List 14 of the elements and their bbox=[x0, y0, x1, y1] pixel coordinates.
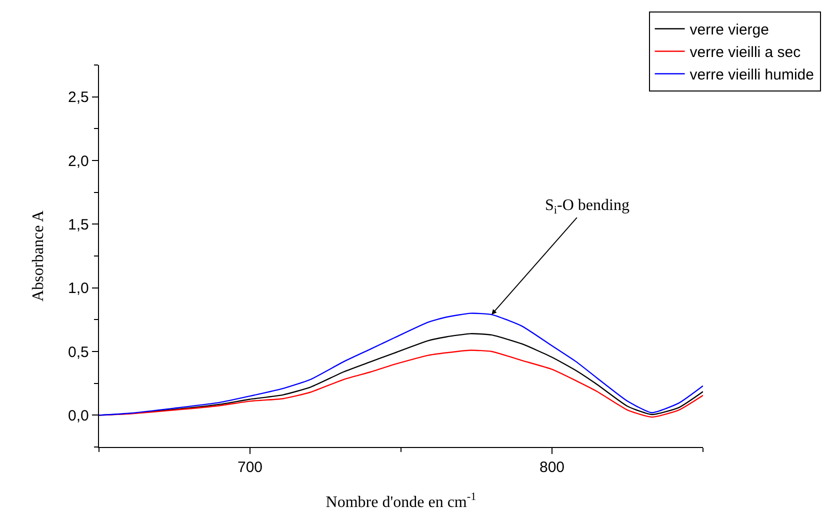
y-tick-label: 0,5 bbox=[68, 344, 89, 361]
legend-label: verre vieilli a sec bbox=[690, 44, 802, 62]
y-axis-title: Absorbance A bbox=[30, 210, 47, 302]
x-tick-label: 800 bbox=[539, 459, 565, 476]
legend-label: verre vieilli humide bbox=[690, 66, 814, 84]
y-tick-label: 2,0 bbox=[68, 152, 89, 170]
legend-label: verre vierge bbox=[690, 22, 769, 39]
annotation: S$_{i}$-O bending bbox=[545, 197, 630, 216]
y-tick-label: 1,0 bbox=[68, 280, 89, 298]
y-tick-label: 2,5 bbox=[68, 89, 89, 106]
x-tick-label: 700 bbox=[237, 459, 263, 476]
y-tick-label: 0,0 bbox=[68, 407, 89, 424]
y-tick-label: 1,5 bbox=[68, 216, 89, 234]
x-axis-title: Nombre d'onde en cm$^{-1}$ bbox=[326, 491, 476, 511]
